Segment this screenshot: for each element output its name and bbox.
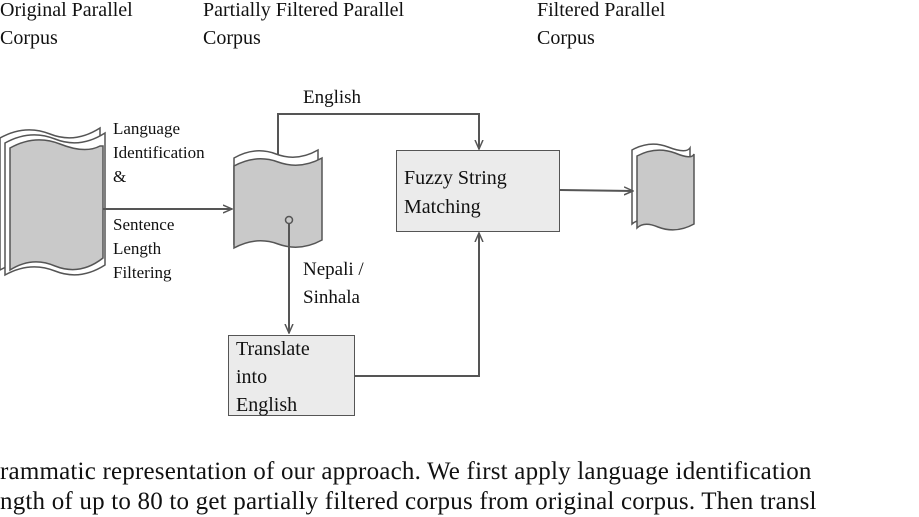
label-sinhala: Sinhala	[303, 287, 360, 308]
caption-line2: ngth of up to 80 to get partially filter…	[0, 488, 817, 515]
header-original-line2: Corpus	[0, 27, 58, 49]
translate-line1: Translate	[236, 338, 310, 360]
arrow-english-to-fuzzy	[277, 113, 479, 155]
label-english: English	[303, 87, 362, 108]
label-sentence: Sentence	[113, 215, 175, 234]
header-filtered-line1: Filtered Parallel	[537, 0, 666, 21]
label-identification: Identification	[113, 143, 205, 162]
original-corpus-icon	[0, 126, 106, 277]
label-filtering: Filtering	[113, 263, 172, 282]
fuzzy-line1: Fuzzy String	[404, 167, 507, 189]
translate-box: Translate into English	[228, 335, 355, 416]
source-dot	[284, 215, 294, 225]
translate-line3: English	[236, 394, 298, 416]
label-language: Language	[113, 119, 181, 138]
header-partial-line2: Corpus	[203, 27, 261, 49]
filtered-corpus-icon	[631, 143, 695, 231]
header-original-line1: Original Parallel	[0, 0, 133, 21]
arrow-fuzzy-to-filtered	[559, 190, 633, 191]
label-ampersand: &	[113, 167, 127, 186]
fuzzy-matching-box: Fuzzy String Matching	[396, 150, 560, 232]
partial-corpus-icon	[233, 148, 323, 250]
header-filtered-line2: Corpus	[537, 27, 595, 49]
label-length: Length	[113, 239, 162, 258]
arrow-translate-to-fuzzy	[355, 233, 479, 377]
label-nepali: Nepali /	[303, 259, 364, 280]
translate-line2: into	[236, 366, 268, 388]
header-partial-line1: Partially Filtered Parallel	[203, 0, 405, 21]
caption-line1: rammatic representation of our approach.…	[0, 458, 812, 485]
fuzzy-line2: Matching	[404, 196, 481, 218]
